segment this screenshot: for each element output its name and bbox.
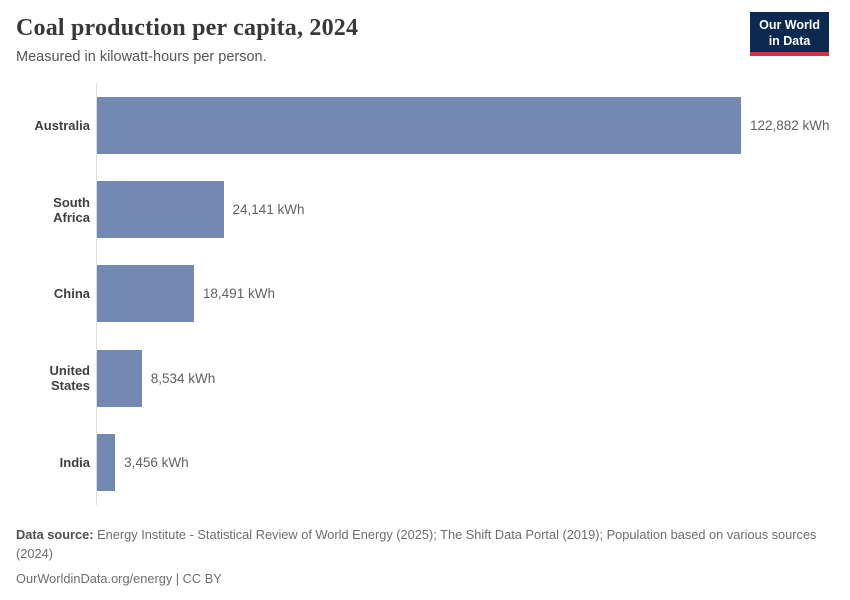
bar[interactable] (97, 96, 741, 154)
bar[interactable] (97, 265, 194, 323)
bar-area: 8,534 kWh (96, 336, 834, 421)
data-source-label: Data source: (16, 526, 94, 542)
entity-label[interactable]: China (53, 286, 90, 302)
entity-label[interactable]: South Africa (53, 194, 90, 225)
entity-label[interactable]: United States (49, 363, 90, 394)
value-label: 24,141 kWh (232, 202, 305, 218)
plot-rows: Australia 122,882 kWh South Africa 24,141 k… (16, 83, 834, 505)
owid-logo-line1: Our World (759, 18, 820, 32)
bar-area: 24,141 kWh (96, 167, 834, 252)
value-label: 8,534 kWh (150, 370, 216, 386)
entity-label[interactable]: Australia (34, 117, 90, 133)
page-title: Coal production per capita, 2024 (16, 15, 359, 41)
owid-logo-line2: in Data (768, 34, 811, 48)
bar-area: 18,491 kWh (96, 251, 834, 337)
chart-row: South Africa 24,141 kWh (16, 167, 834, 252)
chart-footer: Data source: Energy Institute - Statisti… (16, 526, 834, 586)
chart-row: China 18,491 kWh (16, 251, 834, 337)
chart-header: Coal production per capita, 2024 Measure… (16, 0, 834, 65)
value-label: 122,882 kWh (750, 117, 830, 133)
data-source-note: Data source: Energy Institute - Statisti… (16, 526, 834, 563)
chart-row: India 3,456 kWh (16, 420, 834, 505)
bar-area: 122,882 kWh (96, 83, 834, 168)
bar[interactable] (97, 434, 116, 492)
chart-subtitle: Measured in kilowatt-hours per person. (16, 49, 267, 65)
bar-chart: Australia 122,882 kWh South Africa 24,141 k… (16, 83, 834, 505)
chart-row: United States 8,534 kWh (16, 336, 834, 421)
bar[interactable] (97, 181, 224, 239)
value-label: 18,491 kWh (202, 286, 275, 302)
license-link[interactable]: OurWorldinData.org/energy | CC BY (16, 571, 222, 587)
bar-area: 3,456 kWh (96, 420, 834, 505)
bar[interactable] (97, 349, 142, 407)
entity-label[interactable]: India (59, 455, 90, 471)
chart-row: Australia 122,882 kWh (16, 83, 834, 168)
owid-logo[interactable]: Our World in Data (750, 12, 829, 56)
data-source-text: Energy Institute - Statistical Review of… (16, 526, 817, 561)
value-label: 3,456 kWh (124, 455, 189, 471)
